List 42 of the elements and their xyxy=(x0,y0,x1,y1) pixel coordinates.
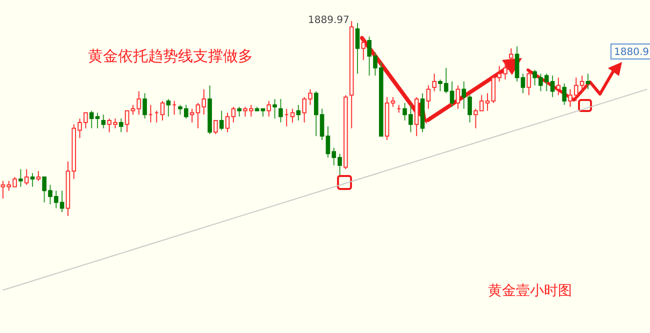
candlestick xyxy=(432,73,436,92)
annotation: 1880.9 xyxy=(614,47,649,58)
candlestick xyxy=(390,96,396,108)
candlestick xyxy=(562,82,566,106)
candlestick xyxy=(190,108,194,123)
candlestick xyxy=(160,100,165,121)
candlestick xyxy=(508,48,514,61)
candlestick xyxy=(586,73,590,90)
candlestick xyxy=(272,98,277,120)
candlestick xyxy=(485,92,490,112)
candlestick xyxy=(225,112,230,133)
candlestick xyxy=(520,73,526,94)
candlestick xyxy=(514,46,520,82)
candlestick xyxy=(426,84,431,110)
candlestick xyxy=(95,112,100,129)
candlestick xyxy=(101,114,106,129)
candlestick xyxy=(361,36,366,61)
candlestick xyxy=(556,77,561,96)
candlestick xyxy=(166,98,171,118)
candlestick xyxy=(355,22,360,74)
candlestick xyxy=(30,172,35,188)
candlestick xyxy=(124,110,130,133)
text: 黄金依托趋势线支撑做多 xyxy=(88,47,253,65)
candlestick xyxy=(24,168,29,186)
candlestick xyxy=(266,100,272,118)
candlestick xyxy=(231,106,236,123)
candlestick xyxy=(142,92,147,120)
text: 黄金壹小时图 xyxy=(488,283,572,299)
candlestick xyxy=(237,106,242,118)
candlestick xyxy=(18,168,23,188)
candlestick xyxy=(36,170,41,182)
candlestick xyxy=(214,120,218,135)
candlestick xyxy=(278,98,283,123)
candlestick xyxy=(89,110,94,129)
candlestick xyxy=(456,84,460,110)
annotation: 1889.97 xyxy=(308,15,350,26)
candlestick xyxy=(219,110,224,131)
candlestick xyxy=(290,108,295,123)
candlestick xyxy=(550,75,555,98)
candlestick xyxy=(296,104,301,121)
candlestick xyxy=(118,118,124,133)
candlestick xyxy=(526,71,532,96)
